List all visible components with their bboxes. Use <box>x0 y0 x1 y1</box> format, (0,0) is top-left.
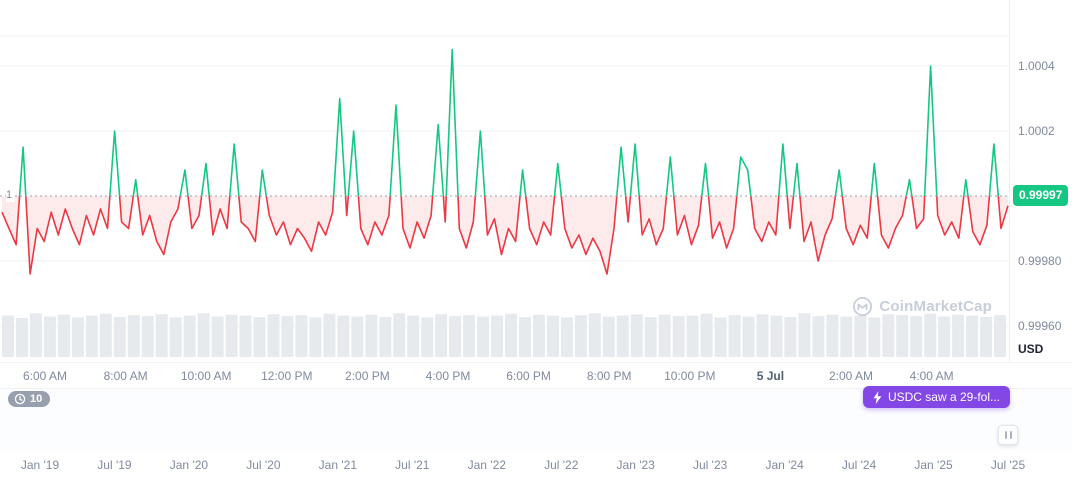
history-clock-icon <box>14 393 26 405</box>
date-axis-label: Jul '20 <box>246 458 281 472</box>
time-axis-label: 4:00 PM <box>425 369 471 383</box>
history-count: 10 <box>30 393 43 405</box>
baseline-label: 1 <box>6 189 16 202</box>
below-baseline-fill <box>2 196 1008 274</box>
price-line-green <box>18 48 1000 196</box>
date-axis-label: Jan '19 <box>20 458 60 472</box>
price-line-red <box>1 196 1009 275</box>
y-axis-label: 1.0002 <box>1018 124 1055 138</box>
date-axis: Jan '19 Jul '19 Jan '20 Jul '20 Jan '21 Jul '… <box>0 450 1072 477</box>
range-selector-brush[interactable]: 10 USDC saw a 29-fol... <box>0 386 1072 452</box>
y-axis-label: 0.99980 <box>1018 254 1062 268</box>
brush-handle[interactable] <box>998 425 1018 445</box>
time-axis-label: 8:00 AM <box>103 369 148 383</box>
time-axis-label: 5 Jul <box>756 369 785 383</box>
time-axis-label: 8:00 PM <box>586 369 632 383</box>
time-axis-label: 10:00 AM <box>180 369 232 383</box>
news-badge-text: USDC saw a 29-fol... <box>887 390 1000 404</box>
time-axis-label: 10:00 PM <box>664 369 716 383</box>
date-axis-label: Jan '23 <box>616 458 655 472</box>
time-axis-label: 12:00 PM <box>261 369 313 383</box>
history-events-badge[interactable]: 10 <box>8 391 51 407</box>
date-axis-label: Jan '25 <box>914 458 953 472</box>
lightning-bolt-icon <box>873 390 882 404</box>
date-axis-label: Jul '22 <box>544 458 579 472</box>
currency-label: USD <box>1018 342 1044 356</box>
time-axis-label: 4:00 AM <box>909 369 954 383</box>
chart-area: 1 CoinMarketCap 0.99997 USD 1.0004 1.0002… <box>0 0 1072 362</box>
y-axis-label: 0.99960 <box>1018 319 1062 333</box>
date-axis-label: Jan '20 <box>169 458 209 472</box>
time-axis-label: 6:00 PM <box>506 369 551 383</box>
time-axis-label: 2:00 AM <box>828 369 874 383</box>
news-annotation-badge[interactable]: USDC saw a 29-fol... <box>862 386 1010 408</box>
date-axis-label: Jul '25 <box>990 458 1026 472</box>
date-axis-label: Jan '24 <box>765 458 804 472</box>
y-axis: 0.99997 USD 1.0004 1.0002 0.99980 0.99960 <box>1009 0 1072 362</box>
date-axis-label: Jul '23 <box>692 458 728 472</box>
gridlines <box>0 35 1010 327</box>
watermark-text: CoinMarketCap <box>879 298 992 315</box>
date-axis-label: Jul '19 <box>97 458 132 472</box>
coinmarketcap-logo-icon <box>852 296 873 317</box>
date-axis-label: Jan '21 <box>318 458 358 472</box>
current-price-badge: 0.99997 <box>1013 185 1069 206</box>
time-axis: 6:00 AM 8:00 AM 10:00 AM 12:00 PM 2:00 PM 4:0… <box>0 362 1072 389</box>
date-axis-label: Jan '22 <box>467 458 506 472</box>
price-chart-svg[interactable] <box>0 0 1010 362</box>
y-axis-label: 1.0004 <box>1018 59 1055 73</box>
watermark: CoinMarketCap <box>852 296 992 317</box>
date-axis-label: Jul '24 <box>841 458 877 472</box>
date-axis-label: Jul '21 <box>395 458 430 472</box>
time-axis-label: 2:00 PM <box>345 369 390 383</box>
volume-bars <box>2 313 1006 357</box>
time-axis-label: 6:00 AM <box>22 369 68 383</box>
